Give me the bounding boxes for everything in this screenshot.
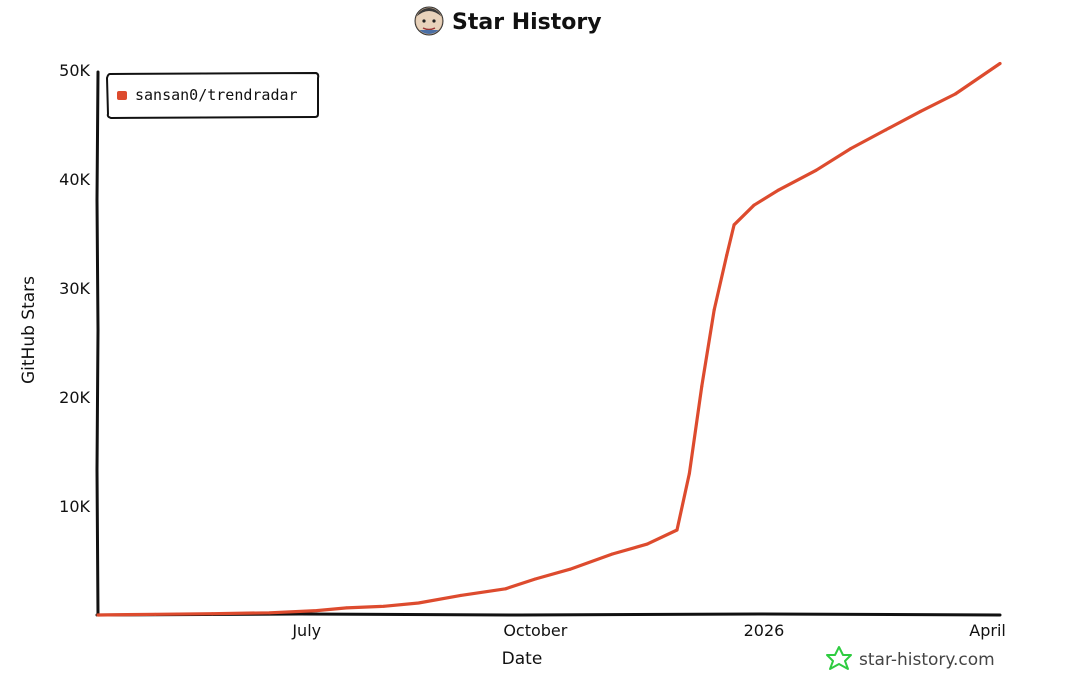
- series-point: [752, 203, 756, 207]
- series-point: [504, 587, 508, 591]
- series-point: [533, 577, 537, 581]
- y-tick-label: 50K: [59, 61, 90, 80]
- y-tick-label: 20K: [59, 388, 90, 407]
- series-point: [814, 168, 818, 172]
- series-point: [712, 308, 716, 312]
- series-points: [96, 61, 1002, 617]
- avatar-icon: [414, 6, 444, 36]
- watermark[interactable]: star-history.com: [826, 646, 995, 670]
- series-point: [918, 109, 922, 113]
- x-tick-label: April: [969, 621, 1006, 640]
- series-point: [725, 253, 729, 257]
- legend-swatch: [117, 91, 127, 100]
- x-tick-label: July: [291, 621, 321, 640]
- series-point: [210, 612, 214, 616]
- x-axis-label: Date: [502, 649, 543, 669]
- legend-entry: sansan0/trendradar: [135, 86, 298, 104]
- series-point: [267, 611, 271, 615]
- series-point: [344, 606, 348, 610]
- y-axis-label: GitHub Stars: [19, 276, 39, 384]
- legend-box: [105, 71, 320, 120]
- series-point: [417, 601, 421, 605]
- y-axis-line: [95, 70, 100, 617]
- legend: sansan0/trendradar: [105, 71, 320, 120]
- series-point: [884, 128, 888, 132]
- series-point: [687, 471, 691, 475]
- series-point: [153, 612, 157, 616]
- star-icon: [826, 646, 852, 670]
- series-point: [610, 552, 614, 556]
- series-point: [732, 223, 736, 227]
- series-point: [96, 613, 100, 617]
- x-ticks: July October 2026 April: [291, 621, 1006, 640]
- watermark-text: star-history.com: [859, 650, 995, 670]
- series-point: [459, 593, 463, 597]
- series-point: [953, 92, 957, 96]
- series-point: [382, 604, 386, 608]
- series-point: [998, 61, 1002, 65]
- y-tick-label: 10K: [59, 497, 90, 516]
- x-tick-label: 2026: [744, 621, 785, 640]
- series-point: [777, 188, 781, 192]
- chart-title: Star History: [452, 10, 602, 35]
- y-ticks: 10K 20K 30K 40K 50K: [59, 61, 90, 516]
- x-tick-label: October: [503, 621, 567, 640]
- series-point: [645, 542, 649, 546]
- y-tick-label: 30K: [59, 279, 90, 298]
- series-point: [568, 567, 572, 571]
- series-point: [315, 609, 319, 613]
- y-tick-label: 40K: [59, 170, 90, 189]
- series-point: [675, 528, 679, 532]
- series-point: [849, 146, 853, 150]
- series-point: [700, 384, 704, 388]
- series-line: [96, 61, 1002, 617]
